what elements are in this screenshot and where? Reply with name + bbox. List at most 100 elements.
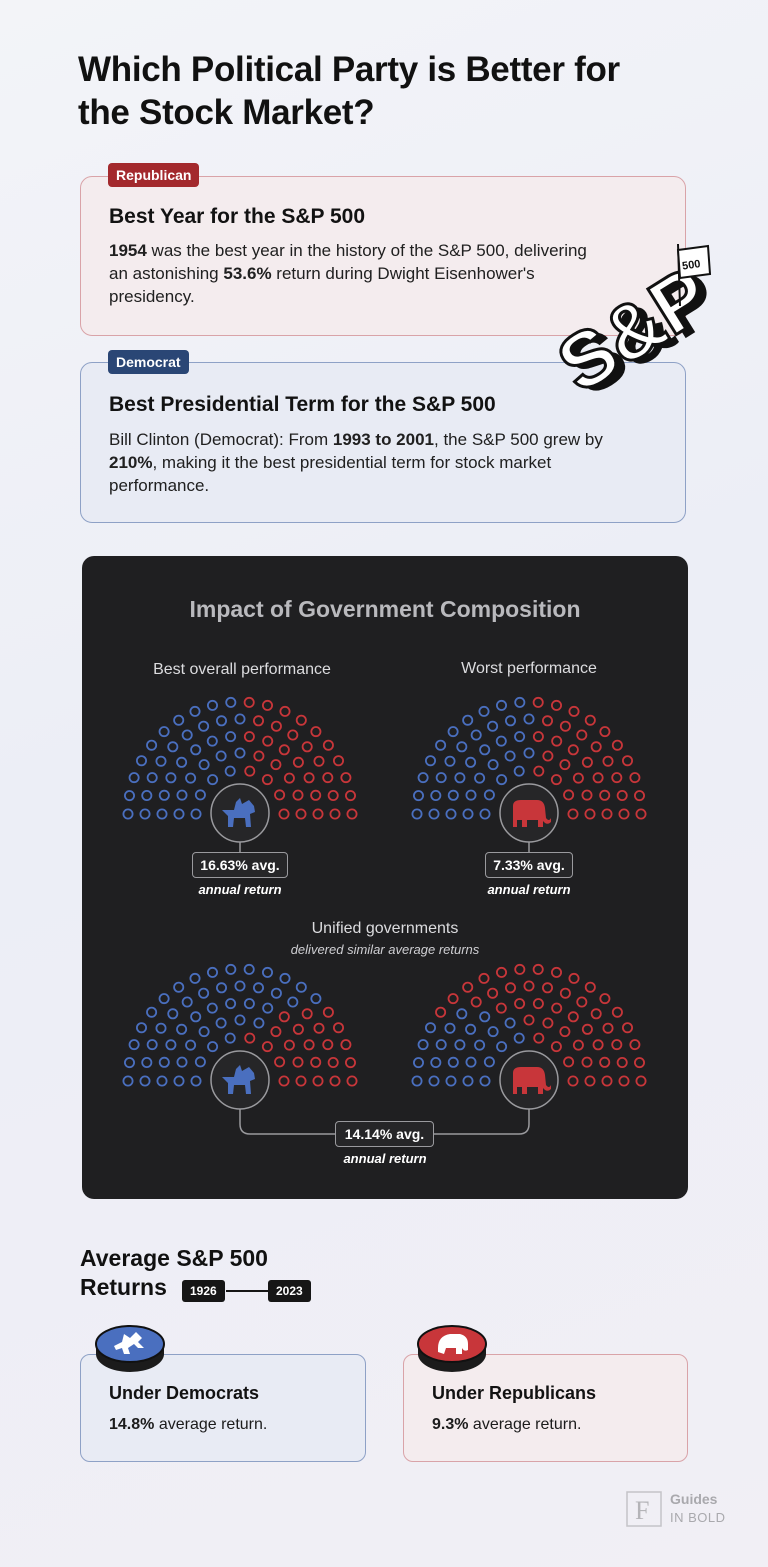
parliament-charts — [122, 696, 647, 1135]
seat — [128, 772, 140, 784]
seat — [424, 755, 436, 767]
seat — [611, 739, 623, 751]
seat — [225, 696, 237, 708]
seat — [194, 789, 206, 801]
seat — [465, 756, 477, 768]
seat — [567, 1011, 579, 1023]
seat — [312, 808, 324, 820]
unified-democrat-seats — [122, 963, 358, 1087]
seat — [445, 1075, 457, 1087]
seat — [541, 982, 553, 994]
seat — [128, 1039, 140, 1051]
seat — [478, 705, 490, 717]
seat — [122, 808, 134, 820]
year-range-line — [226, 1290, 268, 1292]
seat — [532, 696, 544, 708]
seat — [523, 713, 535, 725]
seat — [618, 808, 630, 820]
seat — [310, 1056, 322, 1068]
democrat-tag: Democrat — [108, 350, 189, 374]
flag-text: 500 — [681, 258, 701, 272]
seat — [445, 808, 457, 820]
seat — [616, 1056, 628, 1068]
seat — [287, 729, 299, 741]
best-avg-label: annual return — [198, 882, 282, 897]
seat — [495, 735, 507, 747]
seat — [156, 1075, 168, 1087]
seat — [206, 1002, 218, 1014]
democrats-result-text: 14.8% average return. — [109, 1416, 267, 1434]
seat — [551, 735, 563, 747]
seat — [428, 808, 440, 820]
seat — [252, 715, 264, 727]
seat — [428, 1075, 440, 1087]
seat — [283, 772, 295, 784]
seat — [278, 808, 290, 820]
seat — [611, 772, 623, 784]
seat — [189, 705, 201, 717]
seat — [124, 790, 136, 802]
best-performance-label: Best overall performance — [153, 661, 331, 678]
seat — [584, 981, 596, 993]
seat — [313, 1022, 325, 1034]
page-title: Which Political Party is Better for the … — [78, 50, 620, 132]
seat — [274, 789, 286, 801]
seat — [155, 755, 167, 767]
seat — [234, 1014, 246, 1026]
title-line: Average S&P 500 — [80, 1245, 268, 1271]
democrat-coin-icon — [95, 1325, 165, 1372]
best-performance-seats — [122, 696, 358, 820]
connector-lines — [239, 842, 530, 1135]
seat — [513, 1032, 525, 1044]
seat — [470, 996, 482, 1008]
seat — [261, 699, 273, 711]
seat — [329, 1075, 341, 1087]
seat — [495, 1002, 507, 1014]
seat — [278, 1011, 290, 1023]
seat — [444, 755, 456, 767]
seat — [567, 1075, 579, 1087]
seat — [572, 1039, 584, 1051]
seat — [618, 1075, 630, 1087]
seat — [563, 789, 575, 801]
seat — [634, 790, 646, 802]
seat — [581, 1023, 593, 1035]
seat — [292, 1023, 304, 1035]
seat — [424, 1022, 436, 1034]
seat — [344, 1057, 356, 1069]
seat — [496, 774, 508, 786]
seat — [592, 1039, 604, 1051]
best-term-growth: 210% — [109, 453, 153, 472]
average-returns-title: Average S&P 500 Returns — [80, 1244, 268, 1302]
seat — [602, 1022, 614, 1034]
seat — [513, 765, 525, 777]
seat — [568, 705, 580, 717]
seat — [541, 715, 553, 727]
seat — [329, 808, 341, 820]
seat — [611, 1006, 623, 1018]
seat — [447, 1056, 459, 1068]
seat — [417, 772, 429, 784]
seat — [270, 1026, 282, 1038]
seat — [207, 1041, 219, 1053]
seat — [146, 1006, 158, 1018]
seat — [340, 772, 352, 784]
seat — [487, 987, 499, 999]
seat — [550, 774, 562, 786]
seat — [122, 1075, 134, 1087]
seat — [158, 1056, 170, 1068]
seat — [532, 731, 544, 743]
seat — [514, 998, 526, 1010]
seat — [533, 1032, 545, 1044]
seat — [303, 1039, 315, 1051]
seat — [479, 1075, 491, 1087]
seat — [514, 696, 526, 708]
seat — [487, 720, 499, 732]
seat — [215, 982, 227, 994]
seat — [225, 998, 237, 1010]
seat — [207, 699, 219, 711]
seat — [181, 729, 193, 741]
worst-avg-return: 7.33% avg. — [485, 852, 573, 878]
republican-card-text: 1954 was the best year in the history of… — [109, 239, 599, 308]
seat — [156, 808, 168, 820]
